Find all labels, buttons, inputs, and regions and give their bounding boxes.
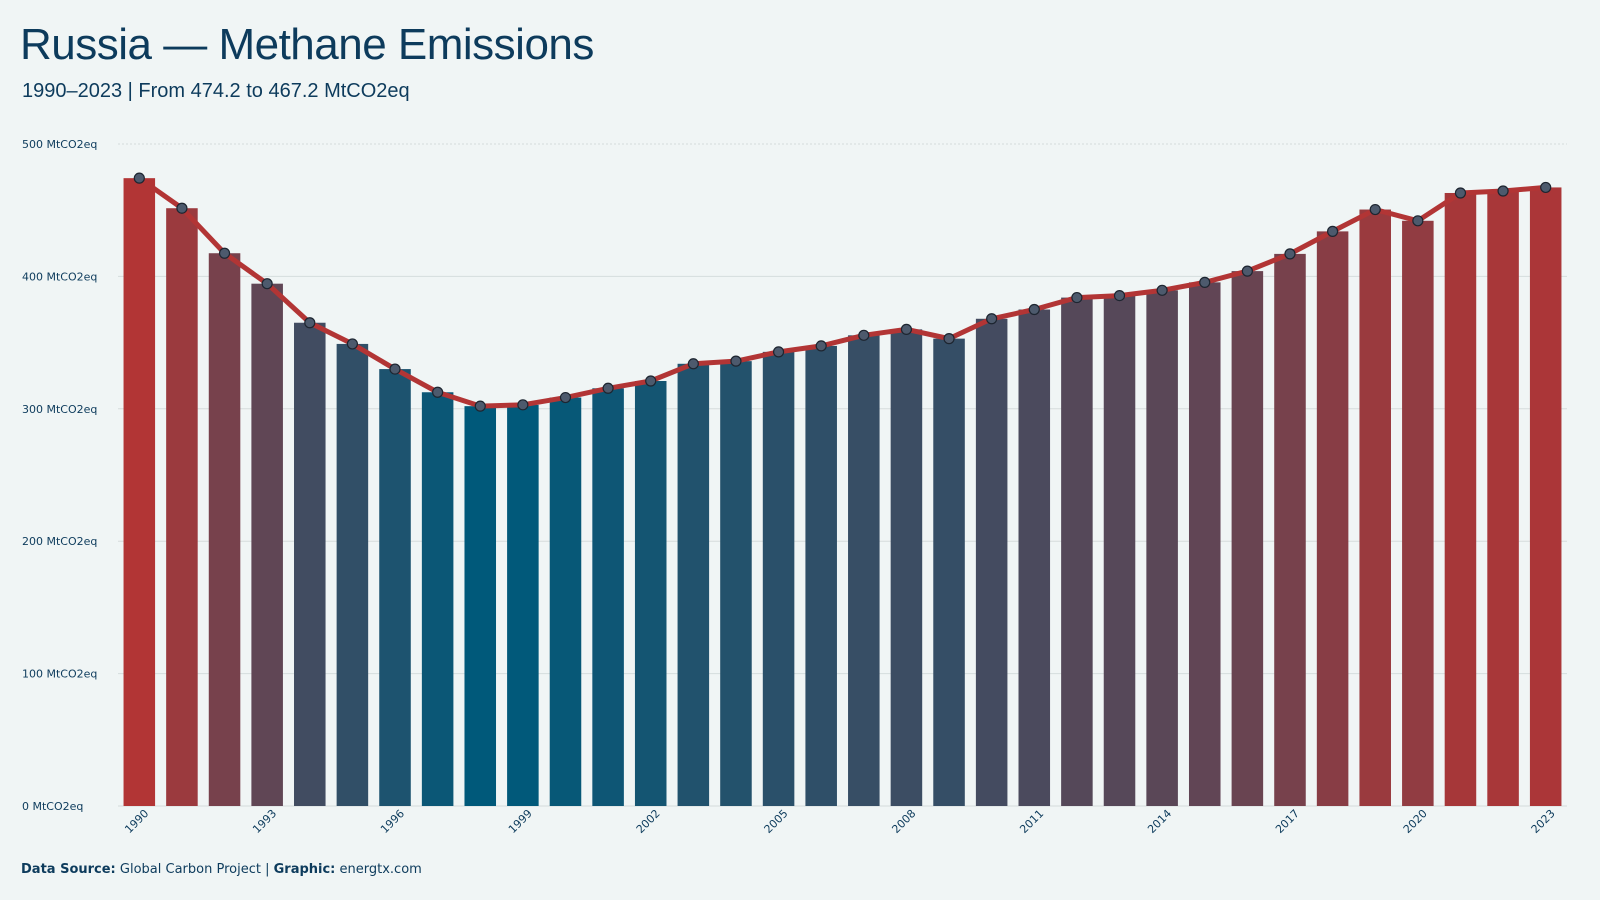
bar [848, 335, 880, 806]
bar [1359, 209, 1391, 807]
bar [805, 345, 837, 806]
data-point [1540, 181, 1552, 194]
bar [208, 253, 241, 807]
bar [1103, 295, 1136, 806]
bar [1274, 253, 1306, 807]
data-point [986, 313, 998, 325]
bar [1018, 309, 1051, 806]
graphic-label: Graphic: [273, 862, 336, 877]
x-tick-label: 2020 [1401, 807, 1430, 836]
data-point [1369, 203, 1381, 216]
data-point [1284, 248, 1296, 260]
bar [251, 283, 283, 806]
data-point [559, 391, 572, 404]
bar [890, 329, 923, 806]
bar [592, 388, 624, 806]
x-tick-label: 2017 [1273, 807, 1302, 836]
data-point [133, 172, 145, 184]
data-point [1241, 265, 1253, 277]
x-tick-label: 2002 [634, 807, 663, 836]
bar [549, 397, 582, 806]
bar [1061, 297, 1093, 806]
data-point [261, 278, 273, 290]
bar [1231, 271, 1264, 806]
x-tick-label: 2011 [1017, 807, 1046, 836]
data-point [176, 202, 188, 214]
bar [762, 351, 795, 806]
chart-subtitle: 1990–2023 | From 474.2 to 467.2 MtCO2eq [22, 80, 410, 102]
data-point [1497, 185, 1509, 197]
bar [421, 392, 454, 806]
bar [1529, 187, 1562, 807]
bar [379, 369, 411, 806]
data-point [218, 247, 231, 259]
bar [1444, 192, 1477, 806]
bar [933, 338, 965, 806]
x-tick-label: 2023 [1529, 807, 1558, 836]
bar [1188, 282, 1221, 806]
chart-title: Russia — Methane Emissions [20, 20, 594, 69]
y-tick-label: 300 MtCO2eq [22, 403, 97, 416]
data-point [645, 375, 657, 387]
y-tick-label: 200 MtCO2eq [22, 535, 97, 548]
data-point [517, 399, 529, 411]
data-point [772, 346, 785, 358]
bar [464, 406, 497, 806]
x-tick-label: 2014 [1145, 807, 1174, 836]
data-point [730, 355, 742, 367]
bar [975, 318, 1008, 806]
y-tick-label: 0 MtCO2eq [22, 800, 83, 813]
data-point [900, 323, 913, 335]
data-point [389, 363, 401, 375]
data-point [1199, 276, 1211, 288]
data-point [815, 340, 827, 352]
y-tick-label: 100 MtCO2eq [22, 668, 97, 681]
trend-line [136, 175, 1549, 409]
bar [720, 361, 752, 806]
source-label: Data Source: [21, 862, 116, 877]
data-point [432, 386, 444, 398]
data-point [602, 382, 614, 394]
graphic-value: energtx.com [339, 862, 422, 877]
bar [1146, 290, 1178, 806]
data-point [474, 400, 486, 412]
data-point [1113, 289, 1126, 302]
bar [294, 322, 326, 806]
data-point [1156, 284, 1168, 296]
bar [1316, 231, 1349, 806]
x-tick-label: 1990 [122, 807, 151, 836]
bar [166, 208, 198, 807]
data-point [1412, 215, 1424, 227]
y-tick-label: 400 MtCO2eq [22, 270, 97, 283]
bar [336, 343, 369, 806]
x-tick-label: 1996 [378, 807, 407, 836]
x-tick-label: 2005 [762, 807, 791, 836]
data-point [1327, 225, 1339, 237]
data-point [687, 358, 699, 370]
bar [1402, 220, 1434, 807]
bar [507, 404, 539, 806]
data-point [1071, 291, 1083, 304]
data-point [858, 329, 870, 341]
footer: Data Source: Global Carbon Project | Gra… [21, 862, 422, 877]
data-point [1028, 303, 1040, 316]
bar [123, 178, 156, 807]
x-tick-label: 2008 [889, 807, 918, 836]
data-point [1454, 187, 1467, 199]
x-tick-label: 1999 [506, 807, 535, 836]
bar [634, 380, 667, 806]
data-point [346, 338, 358, 350]
data-point [304, 317, 316, 329]
y-tick-label: 500 MtCO2eq [22, 138, 97, 151]
x-tick-label: 1993 [250, 807, 279, 836]
bar [677, 363, 710, 806]
data-point [943, 333, 955, 345]
bar [1487, 191, 1519, 806]
source-value: Global Carbon Project | [119, 862, 270, 877]
